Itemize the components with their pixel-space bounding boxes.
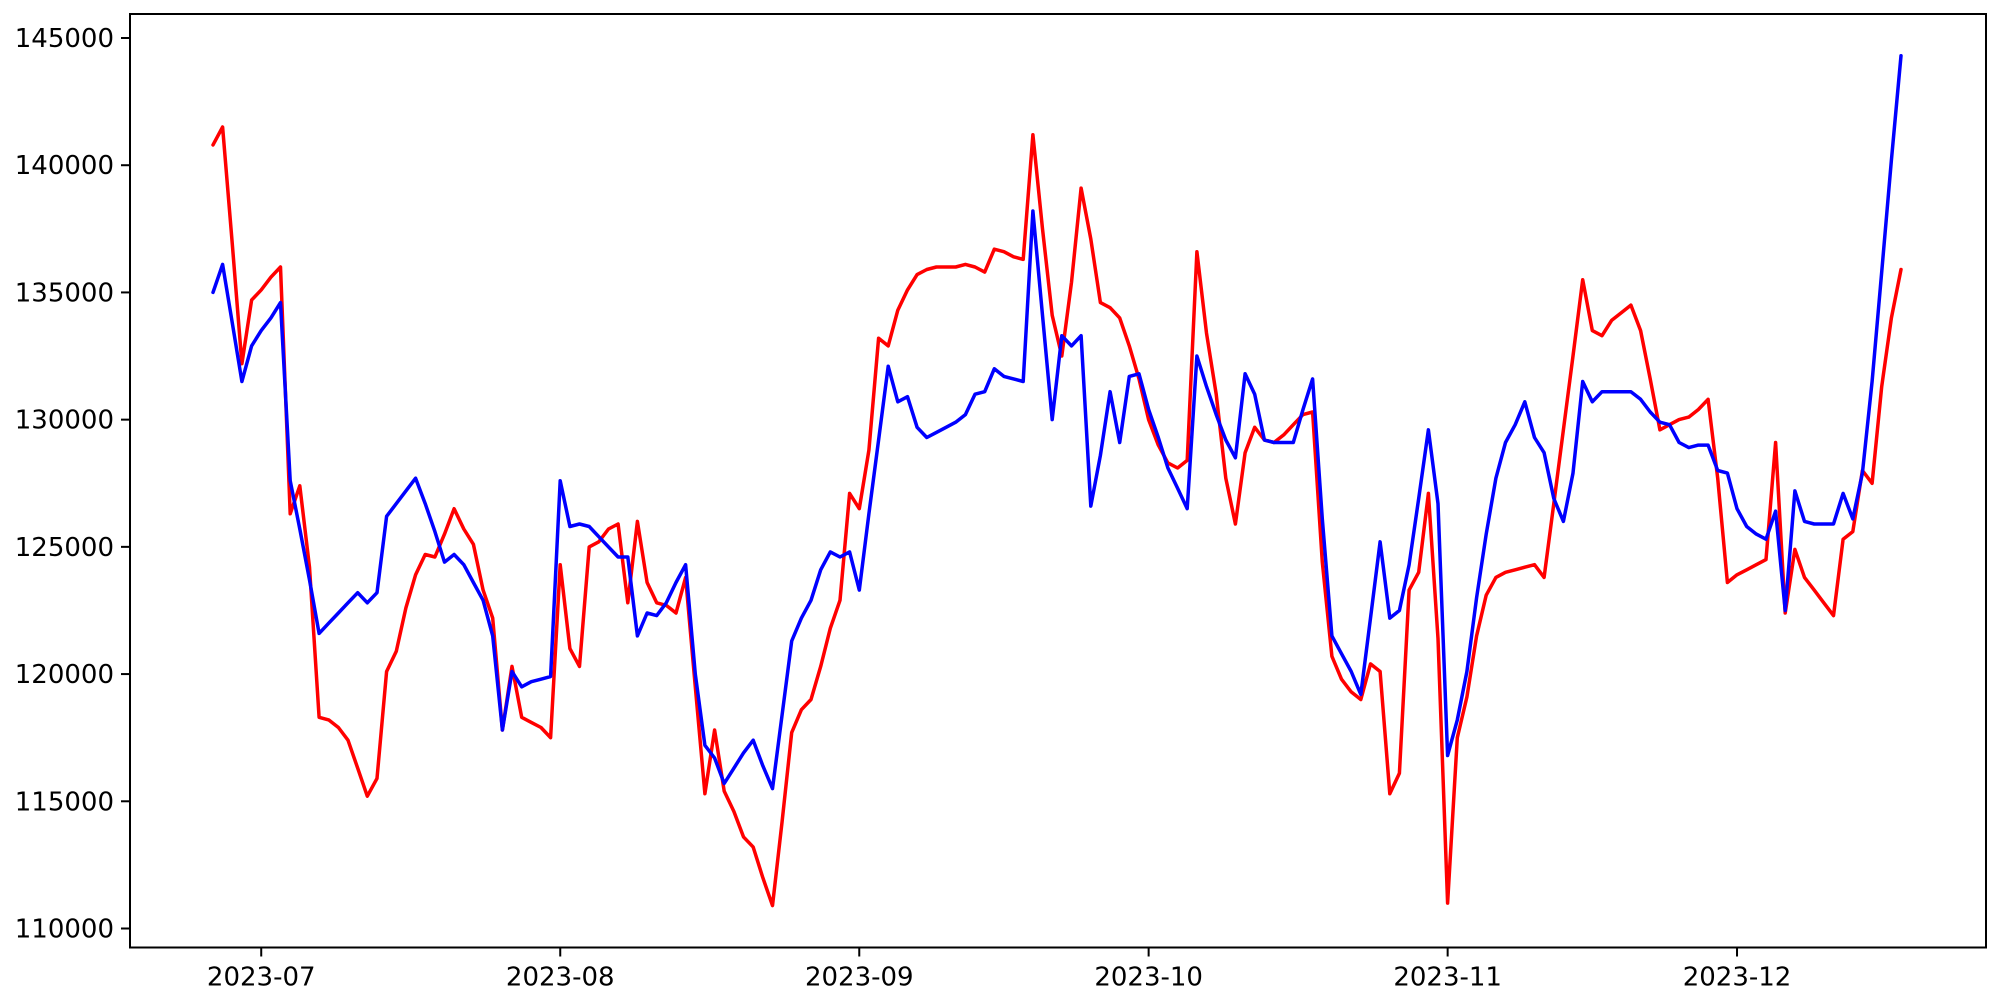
- y-tick-label: 120000: [15, 660, 114, 690]
- y-tick-label: 140000: [15, 151, 114, 181]
- y-tick-label: 115000: [15, 787, 114, 817]
- y-tick-label: 145000: [15, 24, 114, 54]
- x-tick-label: 2023-09: [805, 963, 914, 993]
- x-tick-label: 2023-08: [506, 963, 615, 993]
- y-tick-label: 135000: [15, 278, 114, 308]
- y-tick-label: 125000: [15, 533, 114, 563]
- blue-series-line: [211, 54, 1903, 791]
- y-tick-label: 110000: [15, 915, 114, 945]
- red-series-line: [211, 125, 1903, 908]
- plot-border: [129, 13, 1987, 949]
- x-tick-label: 2023-11: [1393, 963, 1502, 993]
- x-tick-label: 2023-10: [1094, 963, 1203, 993]
- x-tick-label: 2023-12: [1683, 963, 1792, 993]
- y-tick-label: 130000: [15, 406, 114, 436]
- x-tick-label: 2023-07: [207, 963, 316, 993]
